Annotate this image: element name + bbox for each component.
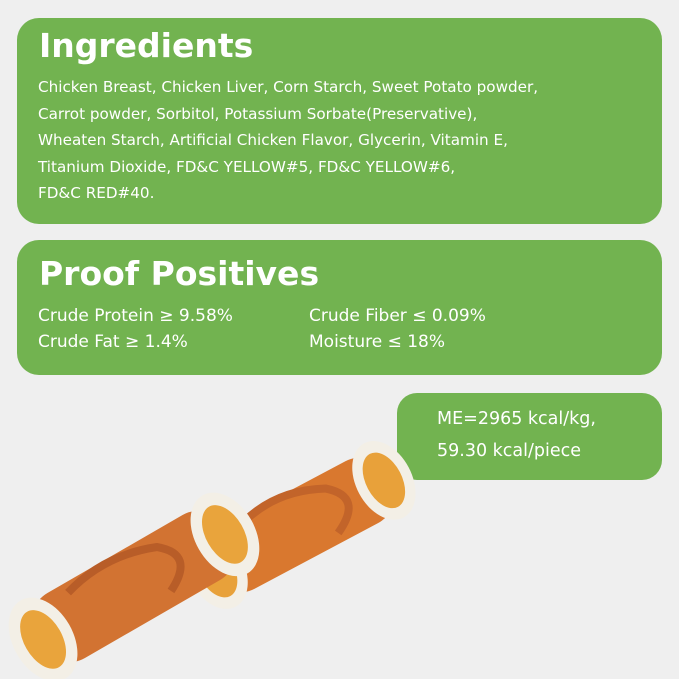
ingredients-line: Titanium Dioxide, FD&C YELLOW#5, FD&C YE… bbox=[38, 157, 456, 176]
chew-left bbox=[8, 492, 260, 679]
ingredients-panel: Ingredients Chicken Breast, Chicken Live… bbox=[17, 18, 662, 224]
ingredients-line: Carrot powder, Sorbitol, Potassium Sorba… bbox=[38, 104, 478, 123]
proof-positives-title: Proof Positives bbox=[39, 254, 320, 293]
chicken-chew-product-image bbox=[8, 441, 416, 679]
ingredients-list: Chicken Breast, Chicken Liver, Corn Star… bbox=[38, 74, 658, 207]
energy-panel: ME=2965 kcal/kg, 59.30 kcal/piece bbox=[397, 393, 662, 480]
energy-per-piece: 59.30 kcal/piece bbox=[437, 441, 582, 461]
ingredients-line: Chicken Breast, Chicken Liver, Corn Star… bbox=[38, 78, 539, 96]
crude-protein: Crude Protein ≥ 9.58% bbox=[38, 306, 233, 326]
ingredients-line: Wheaten Starch, Artificial Chicken Flavo… bbox=[38, 131, 508, 149]
moisture: Moisture ≤ 18% bbox=[309, 332, 445, 352]
crude-fiber: Crude Fiber ≤ 0.09% bbox=[309, 306, 486, 326]
crude-fat: Crude Fat ≥ 1.4% bbox=[38, 332, 188, 352]
proof-positives-panel: Proof Positives Crude Protein ≥ 9.58% Cr… bbox=[17, 240, 662, 375]
energy-per-kg: ME=2965 kcal/kg, bbox=[437, 409, 596, 429]
ingredients-title: Ingredients bbox=[39, 26, 254, 65]
ingredients-line: FD&C RED#40. bbox=[38, 184, 155, 202]
